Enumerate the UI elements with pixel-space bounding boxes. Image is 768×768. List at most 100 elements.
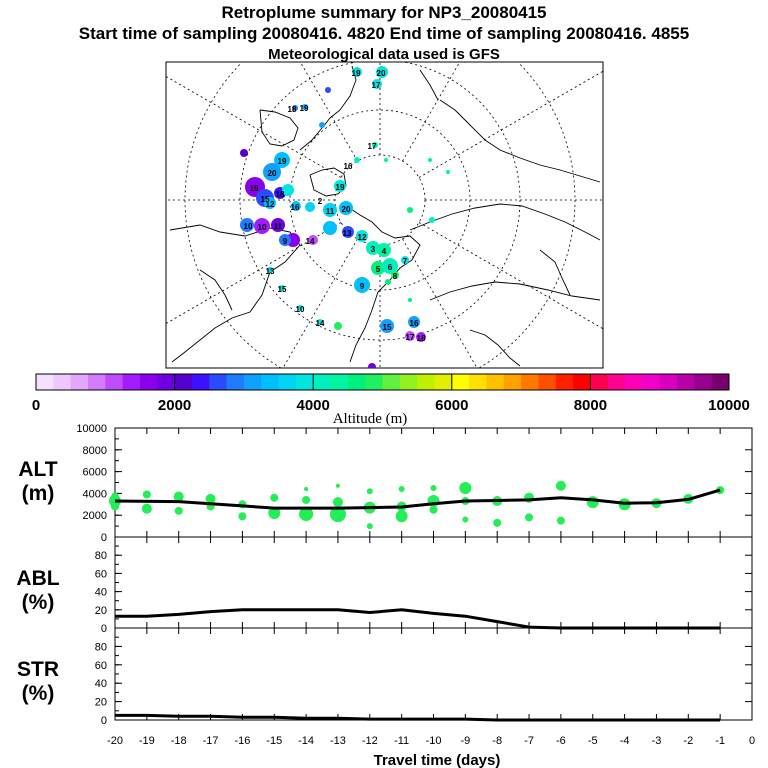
colorbar-tick-label: 0 [32,397,40,414]
y-tick-label: 60 [95,660,107,672]
altitude-point [302,495,311,504]
title-line-2: Start time of sampling 20080416. 4820 En… [78,24,690,43]
coastline [419,69,439,101]
x-tick-label: 0 [749,735,755,747]
coastline [299,65,357,151]
map-day-label: 2 [318,197,323,206]
map-day-label: 19 [250,184,259,193]
altitude-point [556,516,565,525]
plume-dot [279,285,285,291]
map-day-label: 11 [326,207,335,216]
plume-dot [297,305,303,311]
altitude-point [299,507,314,522]
colorbar-swatch [711,374,730,390]
plume-dot [408,316,420,328]
y-tick-label: 80 [95,641,107,653]
title-line-1: Retroplume summary for NP3_20080415 [221,3,547,22]
colorbar-swatch [399,374,418,390]
colorbar-swatch [226,374,245,390]
plume-dot [401,256,409,264]
map-day-label: 3 [371,245,376,254]
colorbar-swatch [417,374,435,390]
plume-dot [292,105,298,111]
map-day-label: 12 [358,233,367,242]
plume-dot [302,104,308,110]
colorbar-swatch [105,374,124,390]
colorbar-swatch [313,374,331,390]
colorbar-swatch [590,374,609,390]
colorbar-swatch [174,374,193,390]
colorbar-swatch [694,374,713,390]
map-day-label: 4 [382,247,387,256]
altitude-point [586,496,599,509]
colorbar-swatch [191,374,210,390]
colorbar-swatch [555,374,574,390]
map-day-label: 15 [278,285,287,294]
plume-dot [371,261,385,275]
plume-dot [368,363,376,368]
altitude-point [332,497,343,508]
panel-str: 0 20 40 60 80 STR(%) [17,627,753,727]
plume-dot [323,203,337,217]
altitude-point [555,480,566,491]
plume-dot [356,230,368,242]
coastline [199,269,233,311]
colorbar-swatch [122,374,141,390]
altitude-point [173,491,184,502]
altitude-point [238,512,247,521]
colorbar-swatch [677,374,695,390]
altitude-point [111,502,119,511]
colorbar-tick-label: 4000 [297,397,330,414]
plume-dot [240,149,248,157]
x-tick-label: -19 [139,735,155,747]
panel-unit-label: (m) [22,482,55,505]
map-day-label: 17 [406,333,415,342]
x-tick-label: -10 [426,735,442,747]
colorbar-swatch [330,374,349,390]
x-tick-label: -7 [524,735,534,747]
map-day-label: 19 [278,157,287,166]
colorbar-swatch [278,374,297,390]
abl-line [115,608,721,630]
plume-dot [274,152,290,168]
map-day-label: 18 [417,334,426,343]
panel-label: ALT [18,458,57,481]
plume-dot [317,319,323,325]
x-tick-label: -18 [171,735,187,747]
map-day-label: 15 [261,195,270,204]
map-day-label: 20 [268,169,277,178]
altitude-point [111,492,119,501]
x-tick-label: -15 [266,735,282,747]
colorbar: 0 2000 4000 6000 8000 10000 [32,373,750,414]
coastline [409,203,601,241]
colorbar-label: Altitude (m) [333,411,408,427]
plume-dot [325,87,331,93]
map-day-label: 20 [377,69,386,78]
altitude-point [329,506,346,523]
plume-dot [282,184,294,196]
plume-dot [428,158,432,162]
plume-dot [352,67,362,77]
map-day-label: 10 [244,222,253,231]
plume-dot [380,319,394,333]
colorbar-swatch [157,374,175,390]
plume-dot [385,279,391,285]
y-tick-label: 60 [95,568,107,580]
plume-dot [267,267,273,273]
x-tick-label: -11 [394,735,409,747]
y-tick-label: 20 [95,697,107,709]
coastline [469,329,521,367]
colorbar-swatch [209,374,227,390]
plume-dot [376,66,388,78]
map-day-label: 11 [274,222,283,231]
map-day-label: 10 [258,223,267,232]
y-tick-label: 8000 [83,445,107,457]
colorbar-swatch [503,374,522,390]
map-day-label: 8 [393,272,398,281]
map-day-label: 16 [291,203,300,212]
plume-dot [254,218,270,234]
coastline [439,99,601,183]
time-series-panels: 0200040006000800010000ALT(m)020406080ABL… [16,423,755,747]
x-tick-label: -17 [203,735,219,747]
panel-label: ABL [16,567,59,590]
